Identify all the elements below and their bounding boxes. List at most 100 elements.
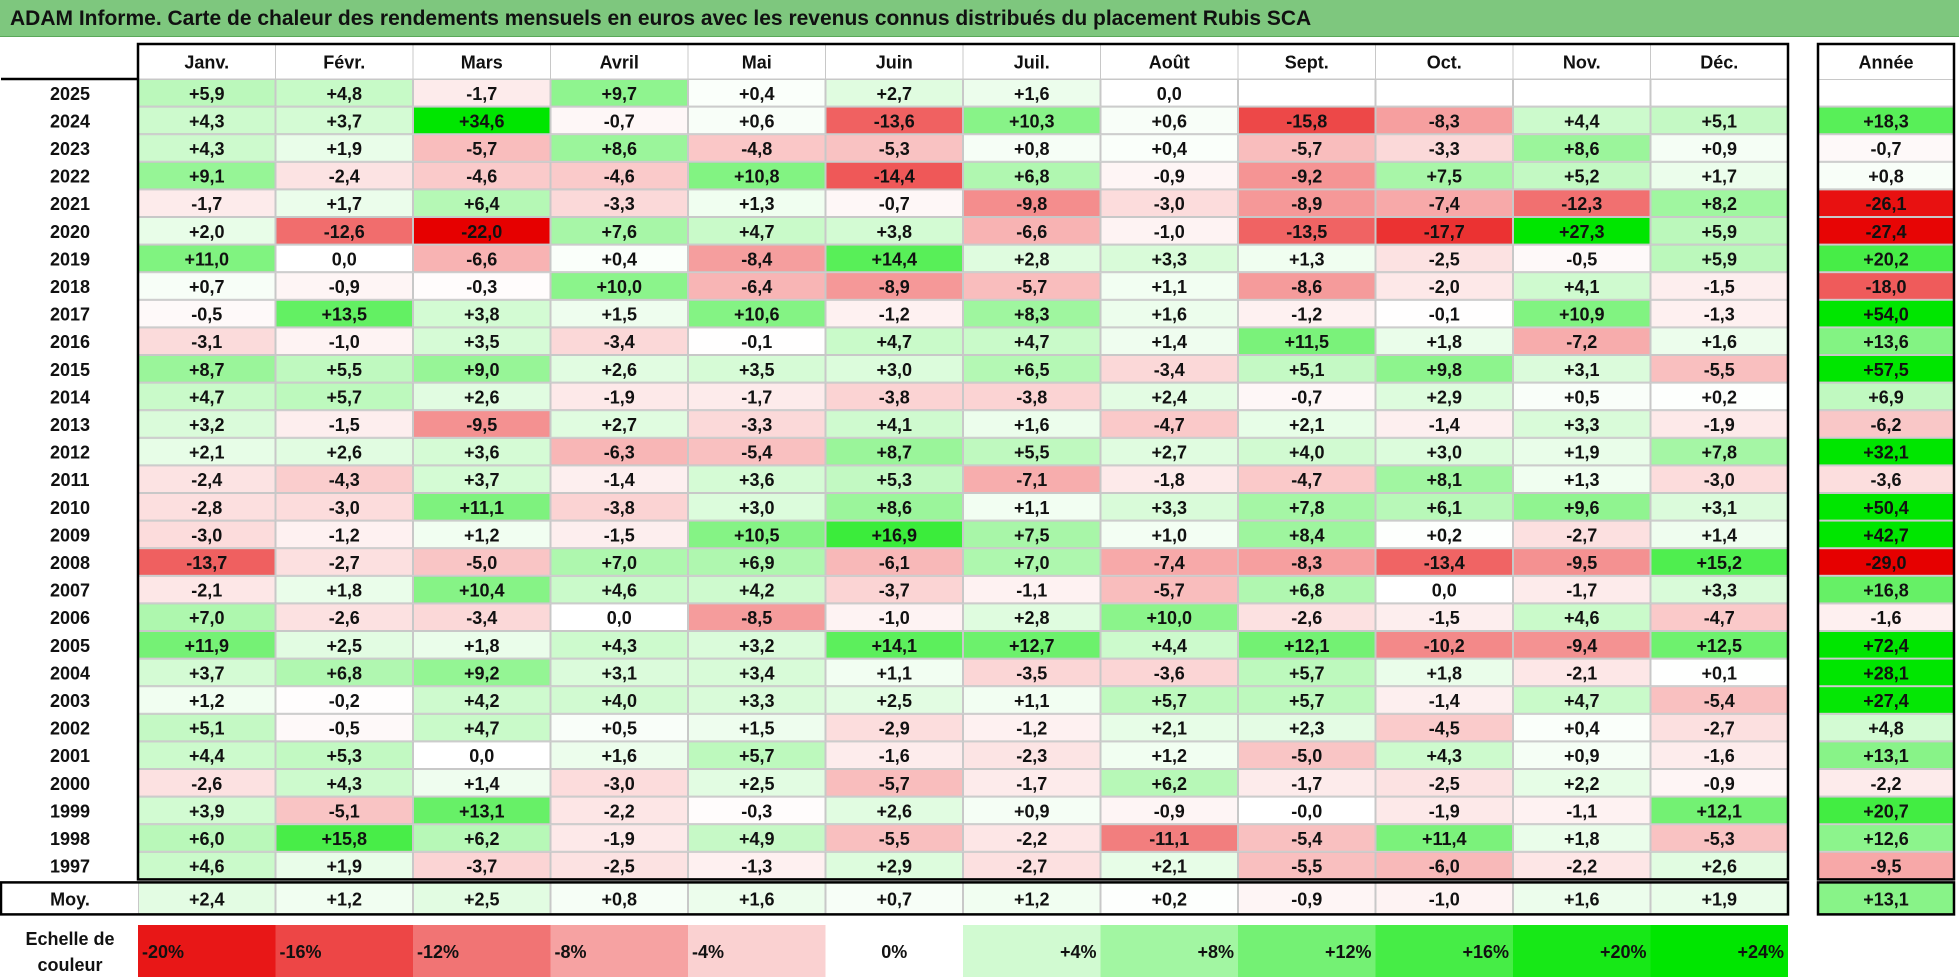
year-label: 2007 (50, 581, 90, 601)
heatmap-cell (1238, 631, 1376, 659)
heatmap-cell (1650, 299, 1788, 328)
cell-value-label: -13,6 (874, 111, 915, 131)
heatmap-cell (550, 189, 688, 217)
heatmap-cell (963, 189, 1101, 217)
heatmap-cell (1513, 299, 1651, 328)
cell-value-label: +6,8 (1014, 167, 1050, 187)
cell-value-label: +4,6 (601, 581, 637, 601)
cell-value-label: +3,6 (739, 470, 775, 490)
heatmap-cell (550, 631, 688, 659)
average-annual-frame (1816, 881, 1956, 916)
heatmap-cell (688, 410, 826, 438)
cell-value-label: +3,3 (1151, 498, 1187, 518)
cell-value-label: +3,5 (464, 332, 500, 352)
annual-value-label: -0,7 (1870, 139, 1901, 159)
cell-value-label: 0,0 (1432, 581, 1457, 601)
cell-value-label: -6,3 (604, 443, 635, 463)
cell-value-label: -2,5 (604, 857, 635, 877)
cell-value-label: -5,4 (1704, 691, 1735, 711)
heatmap-cell (275, 796, 413, 825)
heatmap-cell (138, 631, 276, 659)
heatmap-cell (1238, 741, 1376, 770)
cell-value-label: +34,6 (459, 111, 505, 131)
cell-value-label: +5,7 (326, 387, 362, 407)
cell-value-label: -3,7 (466, 857, 497, 877)
annual-value-label: +13,6 (1863, 332, 1909, 352)
average-value-label: +1,2 (1014, 889, 1050, 909)
heatmap-cell (825, 575, 963, 604)
month-header-label: Avril (600, 53, 639, 73)
heatmap-cell (1375, 327, 1513, 355)
heatmap-cell (825, 189, 963, 217)
cell-value-label: -1,2 (879, 305, 910, 325)
scale-step-label: -8% (555, 942, 587, 962)
heatmap-cell (1238, 355, 1376, 383)
cell-value-label: +0,4 (739, 84, 775, 104)
heatmap-cell (1513, 520, 1651, 549)
average-value-label: +1,9 (1701, 889, 1737, 909)
scale-label: couleur (37, 955, 102, 975)
heatmap-cell (1100, 217, 1238, 245)
heatmap-cell (963, 327, 1101, 355)
heatmap-cell (1375, 658, 1513, 687)
cell-value-label: -13,7 (186, 553, 227, 573)
cell-value-label: +5,9 (1701, 249, 1737, 269)
cell-value-label: +7,5 (1426, 167, 1462, 187)
annual-value-label: +4,8 (1868, 719, 1904, 739)
month-header-label: Mars (461, 53, 503, 73)
cell-value-label: +5,7 (1289, 663, 1325, 683)
heatmap-cell (1650, 824, 1788, 852)
cell-value-label: +3,1 (1564, 360, 1600, 380)
month-header-cell (275, 43, 414, 80)
cell-value-label: -17,7 (1424, 222, 1465, 242)
cell-value-label: +4,7 (1014, 332, 1050, 352)
heatmap-cell (1100, 851, 1238, 880)
annual-value-label: +28,1 (1863, 663, 1909, 683)
cell-value-label: -5,5 (1704, 360, 1735, 380)
cell-value-label: -0,0 (1291, 801, 1322, 821)
heatmap-cell (138, 713, 276, 742)
annual-cell (1818, 686, 1954, 714)
cell-value-label: +1,6 (1014, 415, 1050, 435)
annual-cell (1818, 355, 1954, 383)
cell-value-label: -2,5 (1429, 249, 1460, 269)
cell-value-label: +4,3 (1426, 746, 1462, 766)
heatmap-cell (1238, 603, 1376, 632)
month-header-label: Oct. (1427, 53, 1462, 73)
cell-value-label: +1,2 (464, 525, 500, 545)
cell-value-label: +27,3 (1559, 222, 1605, 242)
heatmap-cell (1238, 851, 1376, 880)
month-header-label: Nov. (1563, 53, 1601, 73)
cell-value-label: -4,6 (466, 167, 497, 187)
cell-value-label: +0,2 (1426, 525, 1462, 545)
heatmap-cell (1100, 410, 1238, 438)
heatmap-cell (550, 382, 688, 411)
cell-value-label: +4,6 (189, 857, 225, 877)
heatmap-cell (275, 244, 413, 273)
heatmap-cell (825, 382, 963, 411)
average-value-label: +2,4 (189, 889, 225, 909)
cell-value-label: +2,8 (1014, 608, 1050, 628)
annual-cell (1818, 658, 1954, 687)
heatmap-cell (1375, 244, 1513, 273)
cell-value-label: +9,8 (1426, 360, 1462, 380)
heatmap-cell (413, 575, 551, 604)
cell-value-label: -1,0 (879, 608, 910, 628)
heatmap-cell (1100, 631, 1238, 659)
heatmap-cell (138, 161, 276, 190)
heatmap-cell (963, 769, 1101, 797)
cell-value-label: +3,0 (876, 360, 912, 380)
cell-value-label: -1,7 (741, 387, 772, 407)
cell-value-label: +4,0 (1289, 443, 1325, 463)
cell-value-label: +4,3 (189, 111, 225, 131)
heatmap-cell (550, 741, 688, 770)
cell-value-label: -9,5 (466, 415, 497, 435)
heatmap-cell (963, 79, 1101, 107)
heatmap-cell (1375, 299, 1513, 328)
cell-value-label: +8,7 (876, 443, 912, 463)
heatmap-cell (1238, 382, 1376, 411)
annual-value-label: +20,2 (1863, 249, 1909, 269)
annual-cell (1818, 713, 1954, 742)
heatmap-cell (825, 493, 963, 521)
heatmap-cell (688, 824, 826, 852)
